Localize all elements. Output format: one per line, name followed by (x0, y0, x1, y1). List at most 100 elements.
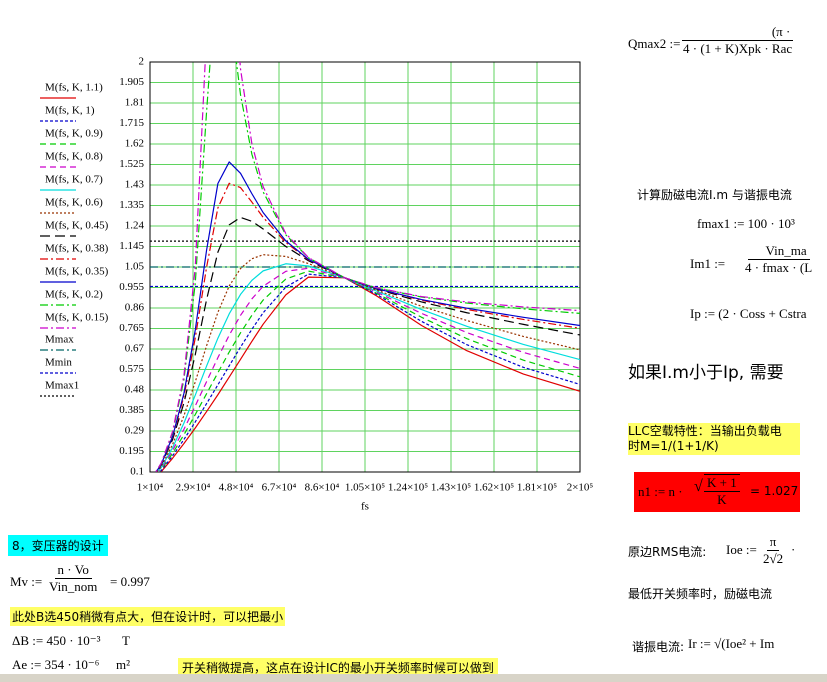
mv-fraction: n · Vo Vin_nom (46, 562, 100, 595)
y-tick-label: 1.81 (125, 97, 144, 109)
series-line (154, 62, 580, 472)
ioe-num: π (766, 534, 780, 551)
y-tick-label: 1.24 (125, 220, 145, 232)
y-tick-label: 1.905 (119, 76, 144, 88)
freq-note: 开关稍微提高，这点在设计IC的最小开关频率时候可以做到 (178, 658, 498, 677)
y-tick-label: 0.765 (119, 322, 144, 334)
llc-note-line: LLC空载特性：当输出负载电 (628, 424, 782, 438)
legend-label: M(fs, K, 0.38) (45, 243, 109, 255)
y-tick-label: 1.715 (119, 117, 144, 129)
x-tick-label: 1.81×10⁵ (517, 482, 557, 494)
y-tick-label: 0.955 (119, 281, 144, 293)
series-line (160, 276, 580, 472)
legend-label: Mmax1 (45, 380, 79, 392)
fmax1: fmax1 := 100 · 10³ (697, 216, 795, 231)
series-line (157, 263, 580, 472)
im1-num: Vin_ma (747, 243, 810, 260)
x-tick-label: 1.43×10⁵ (431, 482, 471, 494)
x-tick-label: 2.9×10⁴ (176, 482, 211, 494)
y-tick-label: 1.145 (119, 240, 144, 252)
y-tick-label: 0.1 (130, 466, 144, 478)
x-tick-label: 1.24×10⁵ (388, 482, 428, 494)
n1-den: K (717, 492, 727, 507)
series-line (157, 267, 580, 472)
legend-label: M(fs, K, 0.15) (45, 312, 109, 324)
ae-unit: m² (116, 657, 131, 672)
y-tick-label: 0.48 (125, 384, 145, 396)
min-freq: 最低开关频率时，励磁电流 (628, 587, 773, 601)
legend-label: M(fs, K, 0.45) (45, 220, 109, 232)
legend-label: M(fs, K, 1.1) (45, 82, 103, 94)
y-tick-label: 0.195 (119, 445, 144, 457)
qmax2-lhs: Qmax2 := (628, 36, 681, 51)
y-tick-label: 1.43 (125, 179, 145, 191)
y-tick-label: 0.86 (125, 302, 145, 314)
y-tick-label: 0.385 (119, 404, 144, 416)
y-tick-label: 1.62 (125, 138, 144, 150)
x-tick-label: 8.6×10⁴ (305, 482, 340, 494)
ioe-var: Ioe := (726, 542, 757, 557)
legend-label: Mmin (45, 357, 72, 369)
mv-den: Vin_nom (49, 579, 98, 594)
section-title: 8，变压器的设计 (8, 535, 108, 556)
b-note: 此处B选450稍微有点大，但在设计时，可以把最小 (10, 607, 286, 626)
x-tick-label: 6.7×10⁴ (262, 482, 297, 494)
note: 如果I.m小于Ip, 需要 (628, 363, 784, 383)
legend-label: M(fs, K, 0.9) (45, 128, 103, 140)
x-tick-label: 1×10⁴ (137, 482, 164, 494)
series-line (158, 270, 580, 472)
qmax2-fraction: (π · 4 · (1 + K)Xpk · Rac (680, 24, 795, 57)
ioe-den: 2√2 (763, 551, 784, 566)
y-tick-label: 2 (139, 56, 145, 68)
legend-label: M(fs, K, 0.8) (45, 151, 103, 163)
series-line (155, 161, 580, 472)
n1-lhs: n1 := n · (638, 484, 683, 499)
x-tick-label: 1.05×10⁵ (345, 482, 385, 494)
qmax2-num: (π · (681, 24, 794, 41)
y-tick-label: 0.29 (125, 425, 145, 437)
mv-num: n · Vo (54, 562, 92, 579)
series-line (155, 182, 580, 472)
im1-lhs: Im1 := (690, 256, 726, 271)
mv-result: = 0.997 (110, 574, 150, 589)
x-tick-label: 4.8×10⁴ (219, 482, 254, 494)
ir-lhs: 谐振电流: (632, 640, 685, 654)
ioe-tail: · (791, 542, 796, 557)
legend-label: Mmax (45, 334, 74, 346)
x-tick-label: 1.62×10⁵ (474, 482, 514, 494)
series-line (159, 273, 580, 472)
y-tick-label: 1.05 (125, 261, 145, 273)
llc-note-line: 时M=1/(1+1/K) (628, 439, 719, 453)
db-unit: T (122, 633, 130, 648)
ae-expr: Ae := 354 · 10⁻⁶ (12, 657, 100, 672)
series-line (155, 216, 580, 472)
n1-result: = 1.027 (750, 484, 799, 498)
llc-note: LLC空载特性：当输出负载电 时M=1/(1+1/K) (628, 423, 800, 455)
status-strip (0, 674, 827, 682)
ioe-lhs: 原边RMS电流: (628, 545, 707, 559)
legend-label: M(fs, K, 0.35) (45, 266, 109, 278)
ioe-fraction: π 2√2 (760, 534, 786, 567)
x-axis-label: fs (361, 501, 369, 513)
plot-area (150, 62, 580, 472)
y-tick-label: 0.575 (119, 363, 144, 375)
im-heading: 计算励磁电流I.m 与谐振电流 (637, 188, 792, 202)
y-tick-label: 1.525 (119, 158, 144, 170)
legend-label: M(fs, K, 0.2) (45, 289, 103, 301)
y-tick-label: 0.67 (125, 343, 145, 355)
legend-label: M(fs, K, 0.6) (45, 197, 103, 209)
qmax2-den: 4 · (1 + K)Xpk · Rac (683, 41, 793, 56)
ip: Ip := (2 · Coss + Cstra (690, 306, 807, 321)
y-tick-label: 1.335 (119, 199, 144, 211)
im1-fraction: Vin_ma 4 · fmax · (L (742, 243, 815, 276)
db-expr: ΔB := 450 · 10⁻³ (12, 633, 101, 648)
sqrt-sign: √ (694, 478, 703, 495)
n1-num: K + 1 (704, 475, 740, 492)
im1-den: 4 · fmax · (L (745, 260, 813, 275)
mv-lhs: Mv := (10, 574, 43, 589)
chart: fs 0.1 0.195 0.29 0.385 0.48 0.575 0.67 0.765 0.… (40, 56, 593, 513)
ir-expr: Ir := √(Ioe² + Im (688, 636, 775, 651)
